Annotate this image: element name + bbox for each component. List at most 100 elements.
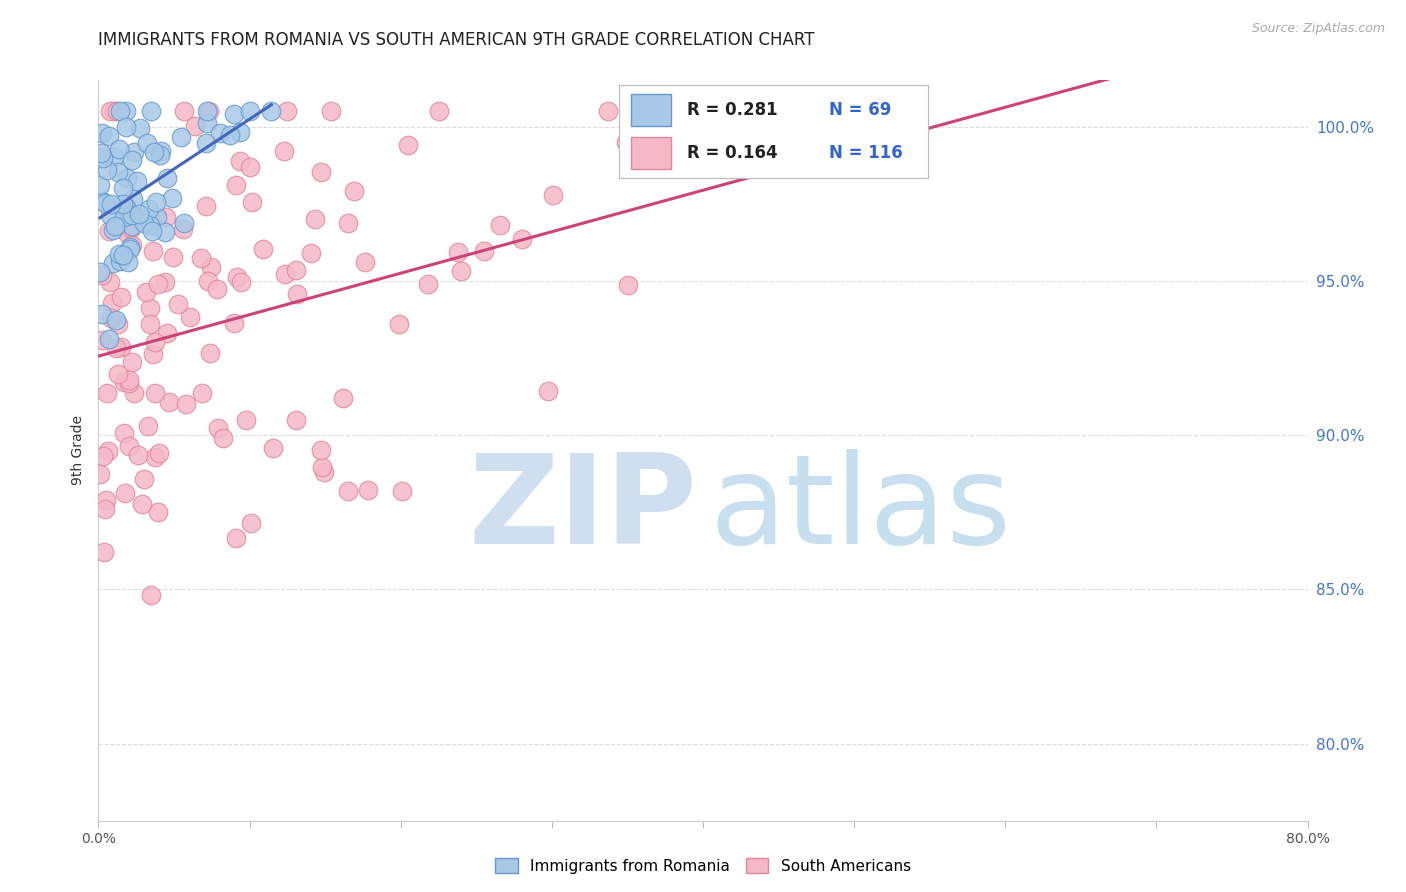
Point: [343, 184, 366, 198]
Point: [135, 285, 157, 300]
Point: [200, 346, 222, 360]
Text: N = 116: N = 116: [830, 145, 903, 162]
Point: [260, 104, 283, 119]
Point: [184, 119, 207, 133]
Point: [239, 104, 262, 119]
Point: [112, 211, 135, 225]
Point: [228, 125, 250, 139]
Point: [115, 226, 138, 240]
Point: [103, 104, 125, 119]
Point: [138, 202, 160, 216]
Point: [110, 290, 132, 304]
Point: [121, 354, 143, 368]
Point: [104, 219, 127, 233]
Text: ZIP: ZIP: [468, 450, 697, 570]
Point: [97, 224, 120, 238]
Point: [90, 333, 112, 347]
Point: [157, 394, 180, 409]
Point: [212, 431, 235, 445]
Point: [105, 104, 128, 119]
Point: [150, 144, 173, 158]
Point: [472, 244, 495, 259]
Point: [145, 194, 167, 209]
Point: [112, 375, 135, 389]
Point: [108, 142, 131, 156]
Point: [512, 232, 534, 246]
Point: [596, 104, 619, 119]
Point: [107, 164, 129, 178]
Point: [111, 197, 134, 211]
Point: [222, 316, 245, 330]
Point: [118, 242, 141, 256]
Point: [205, 282, 228, 296]
Point: [229, 153, 252, 168]
Point: [89, 467, 111, 482]
Y-axis label: 9th Grade: 9th Grade: [72, 416, 86, 485]
Point: [125, 174, 148, 188]
Point: [336, 215, 359, 229]
Point: [153, 276, 176, 290]
Point: [139, 104, 162, 119]
Point: [129, 120, 152, 135]
Point: [108, 254, 131, 268]
Point: [235, 412, 257, 426]
Point: [299, 245, 322, 260]
Point: [90, 307, 112, 321]
Point: [93, 545, 115, 559]
Point: [311, 459, 333, 474]
Point: [98, 276, 121, 290]
Point: [145, 385, 167, 400]
Point: [174, 397, 197, 411]
Point: [207, 421, 229, 435]
Point: [543, 187, 565, 202]
Point: [97, 444, 120, 458]
Point: [450, 264, 472, 278]
Point: [98, 104, 121, 119]
Point: [240, 195, 263, 210]
Point: [179, 310, 201, 325]
Point: [121, 208, 143, 222]
Point: [139, 301, 162, 316]
Point: [114, 486, 136, 500]
Point: [391, 483, 413, 498]
Point: [96, 386, 118, 401]
Point: [118, 208, 141, 222]
Point: [91, 268, 114, 283]
Point: [110, 340, 132, 354]
Point: [194, 199, 217, 213]
Point: [127, 449, 149, 463]
Point: [139, 588, 162, 602]
Point: [117, 255, 139, 269]
Point: [146, 277, 169, 292]
Point: [170, 130, 193, 145]
Point: [104, 313, 127, 327]
Point: [418, 277, 440, 292]
Point: [447, 244, 470, 259]
Point: [118, 240, 141, 254]
Point: [156, 326, 179, 340]
Point: [194, 136, 217, 150]
Point: [124, 385, 146, 400]
Point: [276, 104, 298, 119]
Point: [273, 267, 295, 281]
Point: [537, 384, 560, 398]
Point: [162, 250, 184, 264]
Point: [225, 531, 247, 545]
Point: [94, 502, 117, 516]
Point: [614, 135, 637, 149]
Point: [239, 161, 262, 175]
Point: [121, 219, 143, 233]
Point: [143, 145, 166, 159]
Point: [139, 318, 162, 332]
Point: [118, 373, 141, 387]
Point: [354, 255, 377, 269]
Point: [141, 224, 163, 238]
Point: [132, 472, 155, 486]
Point: [97, 129, 120, 144]
Point: [195, 104, 218, 119]
Text: Source: ZipAtlas.com: Source: ZipAtlas.com: [1251, 22, 1385, 36]
Point: [118, 439, 141, 453]
Point: [388, 318, 411, 332]
Point: [742, 160, 765, 174]
Point: [131, 497, 153, 511]
